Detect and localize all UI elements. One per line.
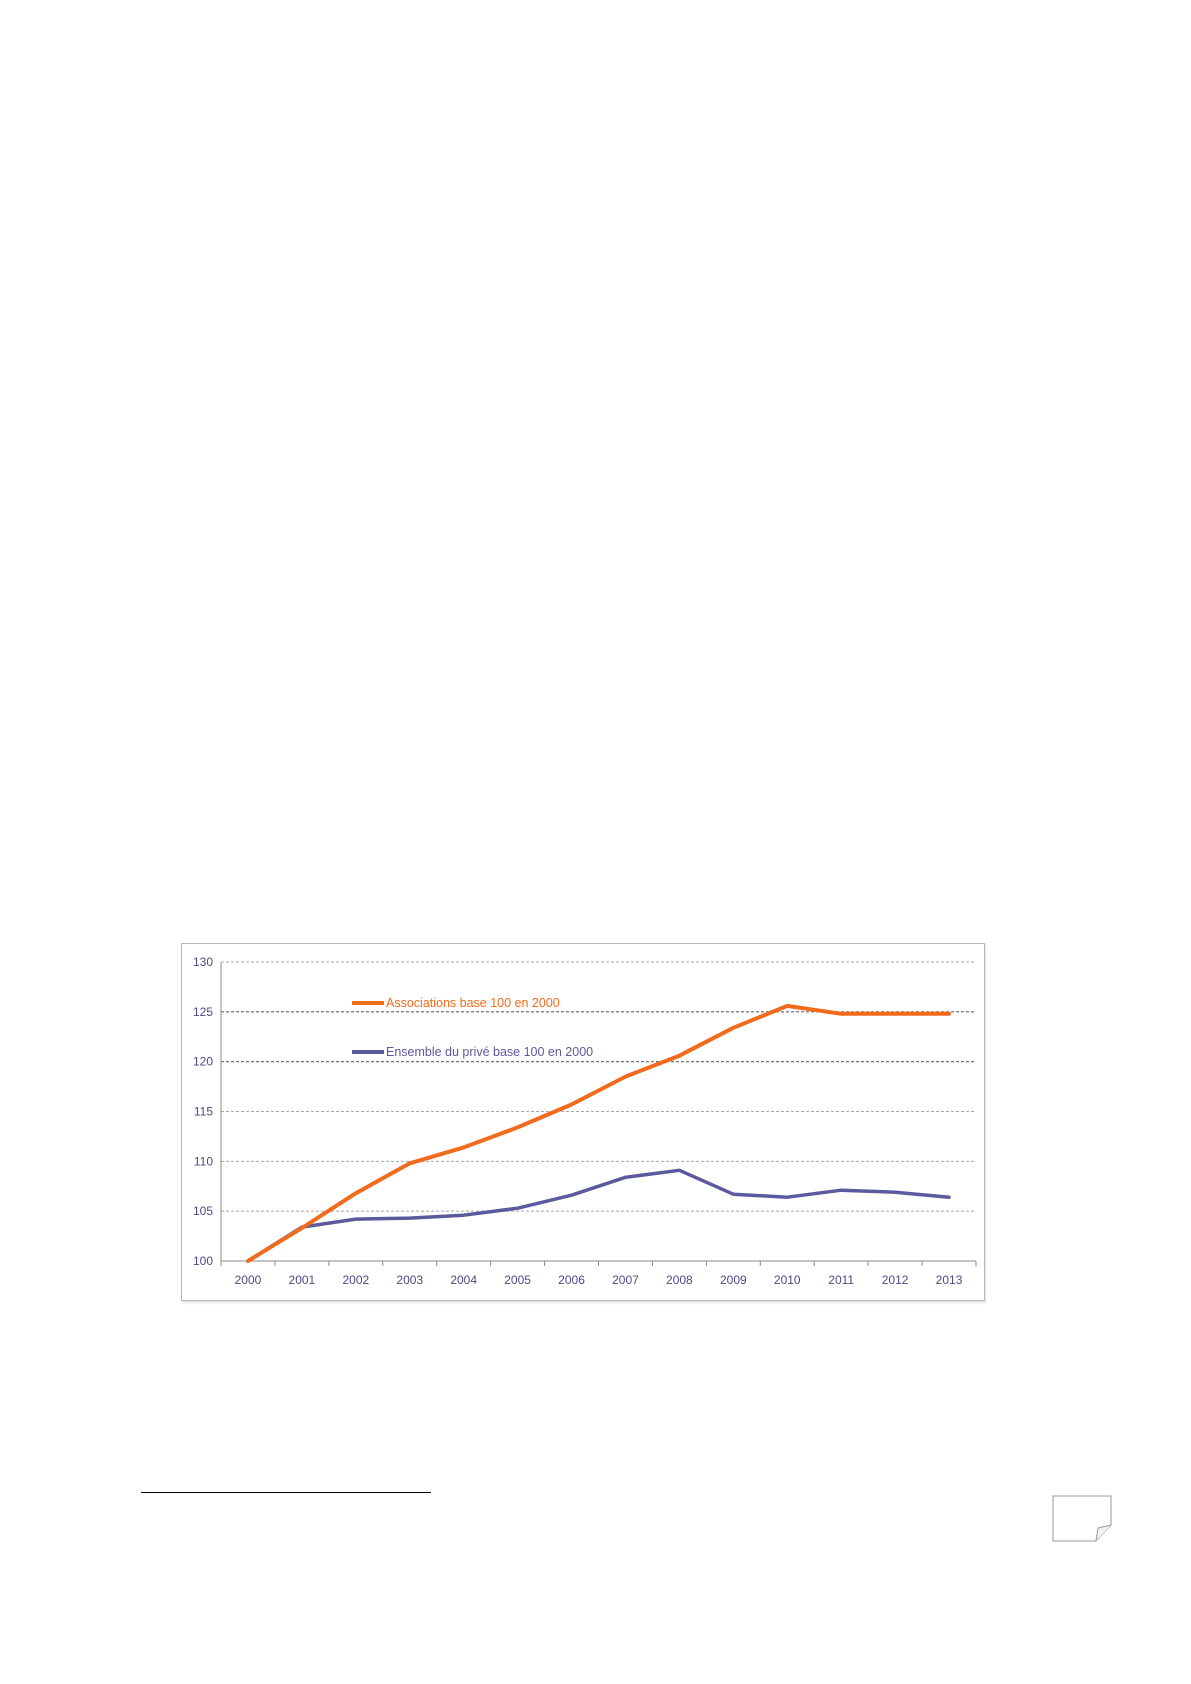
footnote-separator: [141, 1492, 431, 1493]
line-chart: 100 105 110 115 120 125 130 2000 2001 2002 2003 200…: [181, 943, 985, 1301]
y-tick-label: 125: [193, 1005, 213, 1019]
y-tick-label: 105: [193, 1204, 213, 1218]
x-tick-label: 2010: [774, 1273, 801, 1287]
series-lines: [246, 1003, 951, 1263]
x-tick-label: 2005: [504, 1273, 531, 1287]
x-tick-label: 2000: [235, 1273, 262, 1287]
y-tick-label: 100: [193, 1254, 213, 1268]
legend: Associations base 100 en 2000 Ensemble du…: [352, 996, 593, 1059]
legend-label: Ensemble du privé base 100 en 2000: [386, 1045, 593, 1059]
page-curl-icon: [1052, 1495, 1112, 1542]
axes: 100 105 110 115 120 125 130 2000 2001 2002 2003 200…: [193, 955, 977, 1287]
chart-canvas: 100 105 110 115 120 125 130 2000 2001 2002 2003 200…: [193, 955, 977, 1287]
x-tick-label: 2013: [936, 1273, 963, 1287]
series-line-ensemble-prive: [246, 1168, 951, 1263]
x-tick-label: 2001: [289, 1273, 316, 1287]
x-tick-label: 2012: [882, 1273, 909, 1287]
x-tick-label: 2008: [666, 1273, 693, 1287]
y-tick-label: 120: [193, 1055, 213, 1069]
x-tick-label: 2011: [828, 1273, 854, 1287]
x-tick-label: 2009: [720, 1273, 747, 1287]
y-tick-label: 115: [194, 1105, 213, 1119]
x-tick-label: 2007: [612, 1273, 639, 1287]
x-tick-label: 2006: [558, 1273, 585, 1287]
legend-label: Associations base 100 en 2000: [386, 996, 560, 1010]
series-line-associations: [246, 1003, 951, 1263]
y-tick-label: 130: [193, 955, 213, 969]
x-tick-label: 2004: [450, 1273, 477, 1287]
x-tick-label: 2002: [342, 1273, 369, 1287]
y-tick-label: 110: [194, 1154, 213, 1168]
x-tick-label: 2003: [396, 1273, 423, 1287]
gridlines: [221, 961, 976, 1212]
